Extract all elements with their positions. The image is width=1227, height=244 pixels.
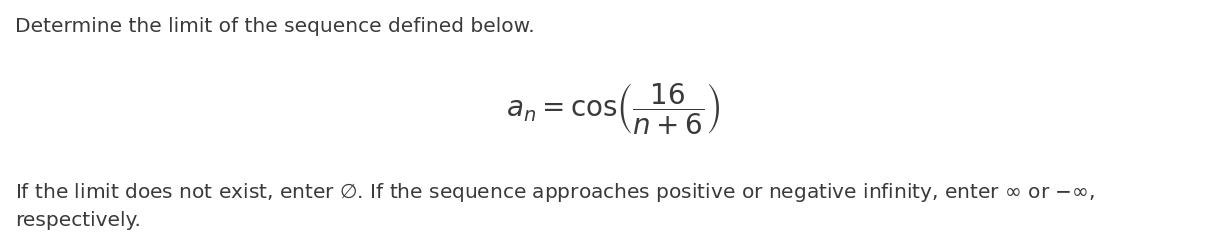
Text: $a_n = \mathrm{cos}\left(\dfrac{16}{n+6}\right)$: $a_n = \mathrm{cos}\left(\dfrac{16}{n+6}… [507,81,720,135]
Text: If the limit does not exist, enter $\varnothing$. If the sequence approaches pos: If the limit does not exist, enter $\var… [15,181,1094,230]
Text: Determine the limit of the sequence defined below.: Determine the limit of the sequence defi… [15,17,534,36]
